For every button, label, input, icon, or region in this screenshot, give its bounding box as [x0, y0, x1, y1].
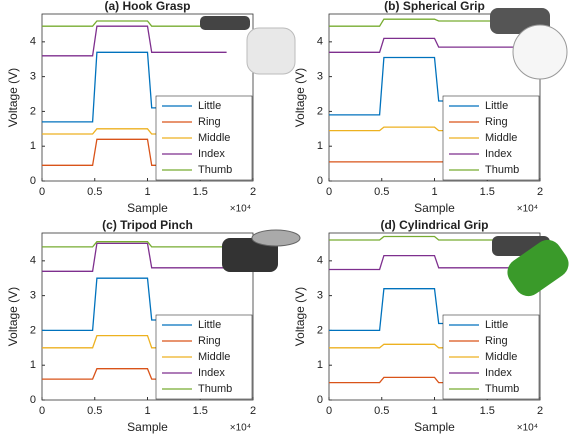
x-tick-label: 0.5	[87, 186, 102, 198]
cylindrical-grip-photo	[492, 236, 569, 297]
series-line	[42, 241, 227, 248]
legend-label: Ring	[198, 335, 221, 347]
x-axis-label: Sample	[414, 420, 455, 434]
legend-label: Middle	[485, 351, 517, 363]
y-tick-label: 1	[30, 140, 36, 152]
spherical-grip-photo	[490, 8, 568, 80]
hook-grasp-photo	[200, 16, 296, 75]
series-line	[42, 25, 227, 57]
chart-title: (c) Tripod Pinch	[102, 218, 193, 232]
series-line	[329, 254, 514, 271]
y-axis-label: Voltage (V)	[293, 287, 307, 346]
legend-label: Middle	[198, 132, 230, 144]
x-tick-label: 0	[39, 186, 45, 198]
x-tick-label: 0	[39, 405, 45, 417]
x-tick-label: 0.5	[374, 186, 389, 198]
legend-label: Middle	[198, 351, 230, 363]
legend-box	[155, 95, 253, 181]
x-tick-label: 1.5	[193, 405, 208, 417]
y-tick-label: 2	[317, 324, 323, 336]
subplot: 0 0.5 1 1.5 2 0 1 2 3 4 (d) Cylindrical Grip Sample…	[293, 218, 543, 434]
x-tick-label: 0	[326, 186, 332, 198]
tripod-pinch-photo	[222, 229, 301, 272]
x-tick-label: 2	[250, 405, 256, 417]
series-line	[329, 37, 514, 53]
y-tick-label: 2	[30, 105, 36, 117]
series-line	[329, 18, 514, 27]
subplot: 0 0.5 1 1.5 2 0 1 2 3 4 (a) Hook Grasp Sample ×10⁴ Vo…	[6, 0, 256, 215]
x-multiplier: ×10⁴	[230, 423, 251, 434]
y-tick-label: 2	[317, 105, 323, 117]
x-tick-label: 1	[431, 186, 437, 198]
x-tick-label: 2	[537, 405, 543, 417]
y-tick-label: 0	[317, 394, 323, 406]
y-tick-label: 3	[317, 290, 323, 302]
x-tick-label: 2	[250, 186, 256, 198]
legend-label: Index	[198, 367, 225, 379]
y-tick-label: 1	[317, 359, 323, 371]
y-tick-label: 0	[30, 175, 36, 187]
y-tick-label: 2	[30, 324, 36, 336]
y-tick-label: 4	[30, 36, 36, 48]
y-tick-label: 1	[30, 359, 36, 371]
legend-label: Middle	[485, 132, 517, 144]
legend-label: Thumb	[485, 164, 519, 176]
legend-label: Thumb	[198, 383, 232, 395]
x-tick-label: 0.5	[374, 405, 389, 417]
chart-title: (a) Hook Grasp	[104, 0, 190, 13]
legend-label: Index	[198, 148, 225, 160]
legend-label: Index	[485, 367, 512, 379]
legend-label: Index	[485, 148, 512, 160]
legend-label: Ring	[485, 335, 508, 347]
legend-label: Ring	[198, 116, 221, 128]
x-tick-label: 2	[537, 186, 543, 198]
legend-label: Little	[485, 319, 508, 331]
x-tick-label: 1.5	[480, 186, 495, 198]
x-tick-label: 1.5	[480, 405, 495, 417]
legend-label: Little	[198, 100, 221, 112]
x-multiplier: ×10⁴	[517, 204, 538, 215]
legend-label: Thumb	[485, 383, 519, 395]
x-tick-label: 1	[144, 405, 150, 417]
x-tick-label: 0.5	[87, 405, 102, 417]
y-tick-label: 3	[30, 290, 36, 302]
y-axis-label: Voltage (V)	[293, 68, 307, 127]
x-tick-label: 1.5	[193, 186, 208, 198]
x-multiplier: ×10⁴	[230, 204, 251, 215]
chart-title: (b) Spherical Grip	[384, 0, 485, 13]
series-line	[42, 20, 227, 27]
y-tick-label: 4	[30, 255, 36, 267]
subplot: 0 0.5 1 1.5 2 0 1 2 3 4 (b) Spherical Grip Sample ×1…	[293, 0, 543, 215]
legend-label: Thumb	[198, 164, 232, 176]
legend-label: Little	[198, 319, 221, 331]
x-axis-label: Sample	[127, 420, 168, 434]
legend-label: Little	[485, 100, 508, 112]
series-line	[42, 242, 227, 272]
hand-photos	[200, 8, 569, 297]
y-tick-label: 3	[30, 71, 36, 83]
subplot: 0 0.5 1 1.5 2 0 1 2 3 4 (c) Tripod Pinch Sample ×10⁴…	[6, 218, 256, 434]
y-axis-label: Voltage (V)	[6, 68, 20, 127]
y-tick-label: 0	[30, 394, 36, 406]
x-tick-label: 1	[144, 186, 150, 198]
y-tick-label: 0	[317, 175, 323, 187]
y-tick-label: 3	[317, 71, 323, 83]
series-line	[329, 235, 514, 241]
x-axis-label: Sample	[414, 201, 455, 215]
y-tick-label: 4	[317, 36, 323, 48]
y-axis-label: Voltage (V)	[6, 287, 20, 346]
x-multiplier: ×10⁴	[517, 423, 538, 434]
y-tick-label: 4	[317, 255, 323, 267]
x-axis-label: Sample	[127, 201, 168, 215]
chart-title: (d) Cylindrical Grip	[380, 218, 488, 232]
legend-label: Ring	[485, 116, 508, 128]
x-tick-label: 0	[326, 405, 332, 417]
x-tick-label: 1	[431, 405, 437, 417]
y-tick-label: 1	[317, 140, 323, 152]
